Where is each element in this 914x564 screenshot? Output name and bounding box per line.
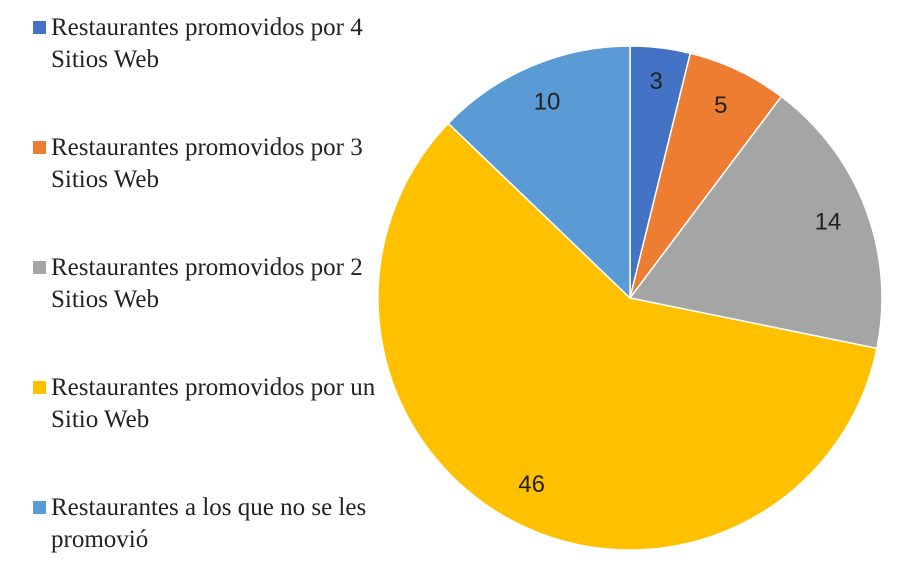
data-label: 14 bbox=[815, 208, 842, 235]
pie-slice bbox=[628, 95, 883, 350]
data-label: 3 bbox=[649, 68, 662, 95]
legend-swatch bbox=[33, 21, 46, 34]
pie-slice bbox=[377, 122, 878, 551]
legend-item: Restaurantes promovidos por 2 Sitios Web bbox=[33, 252, 391, 316]
legend-label: Restaurantes a los que no se les promovi… bbox=[51, 494, 367, 553]
legend-item: Restaurantes promovidos por 3 Sitios Web bbox=[33, 132, 391, 196]
legend-item: Restaurantes a los que no se les promovi… bbox=[33, 492, 391, 556]
legend-swatch bbox=[33, 501, 46, 514]
legend-item: Restaurantes promovidos por un Sitio Web bbox=[33, 372, 391, 436]
legend-item: Restaurantes promovidos por 4 Sitios Web bbox=[33, 12, 391, 76]
legend-swatch bbox=[33, 381, 46, 394]
pie-slice bbox=[447, 45, 631, 300]
legend-swatch bbox=[33, 261, 46, 274]
legend-label: Restaurantes promovidos por 3 Sitios Web bbox=[51, 134, 363, 193]
legend-label: Restaurantes promovidos por un Sitio Web bbox=[51, 374, 376, 433]
data-label: 46 bbox=[518, 471, 545, 498]
data-label: 10 bbox=[534, 89, 561, 116]
data-label: 5 bbox=[714, 92, 727, 119]
legend-swatch bbox=[33, 141, 46, 154]
legend-label: Restaurantes promovidos por 4 Sitios Web bbox=[51, 14, 363, 73]
legend-label: Restaurantes promovidos por 2 Sitios Web bbox=[51, 254, 363, 313]
